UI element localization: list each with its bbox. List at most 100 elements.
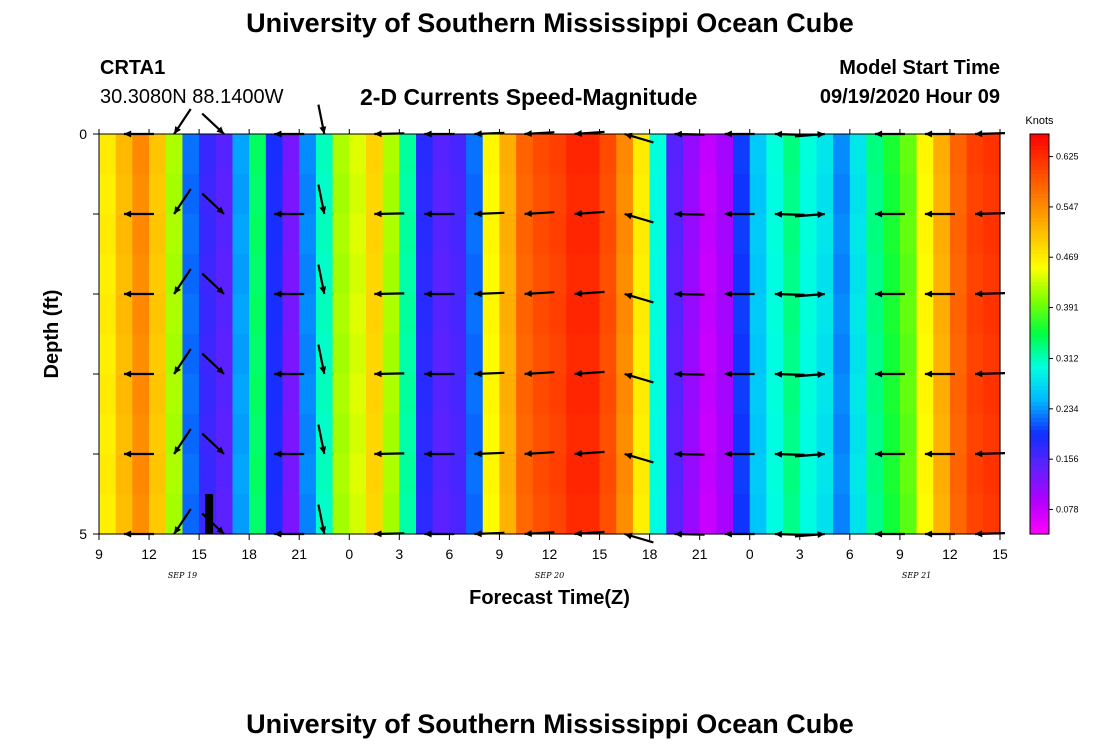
heatmap-cell	[332, 254, 350, 295]
heatmap-cell	[282, 494, 300, 535]
heatmap-cell	[749, 494, 768, 535]
x-tick-label: 15	[191, 546, 207, 562]
heatmap-cell	[899, 414, 918, 455]
heatmap-cell	[499, 454, 517, 495]
heatmap-cell	[482, 254, 501, 295]
heatmap-cell	[983, 374, 1001, 415]
current-arrow-head	[274, 290, 282, 298]
current-arrow-head	[975, 290, 983, 298]
x-tick-label: 0	[345, 546, 353, 562]
heatmap-cell	[716, 374, 734, 415]
heatmap-cell	[566, 294, 584, 335]
heatmap-cell	[933, 414, 951, 455]
heatmap-cell	[883, 374, 901, 415]
heatmap-cell	[949, 254, 968, 295]
heatmap-cell	[799, 374, 818, 415]
heatmap-cell	[599, 374, 617, 415]
heatmap-cell	[249, 294, 267, 335]
heatmap-cell	[983, 254, 1001, 295]
heatmap-cell	[499, 254, 517, 295]
heatmap-cell	[649, 414, 667, 455]
heatmap-cell	[282, 414, 300, 455]
current-arrow-head	[474, 450, 482, 458]
current-arrow-head	[216, 126, 225, 134]
heatmap-cell	[916, 134, 934, 175]
colorbar-segment	[1030, 274, 1049, 279]
heatmap-cell	[566, 334, 584, 375]
heatmap-cell	[199, 174, 217, 215]
heatmap-cell	[966, 494, 984, 535]
heatmap-cell	[99, 334, 117, 375]
colorbar-segment	[1030, 446, 1049, 451]
heatmap-cell	[833, 134, 851, 175]
heatmap-cell	[949, 414, 968, 455]
heatmap-cell	[949, 134, 968, 175]
current-arrow-head	[524, 450, 532, 457]
heatmap-cell	[299, 454, 317, 495]
heatmap-cell	[866, 174, 884, 215]
heatmap-cell	[449, 414, 467, 455]
current-arrow-head	[674, 370, 682, 378]
colorbar-segment	[1030, 134, 1049, 139]
current-arrow-head	[624, 292, 633, 300]
colorbar-segment	[1030, 182, 1049, 187]
heatmap-cell	[833, 374, 851, 415]
heatmap-cell	[532, 294, 551, 335]
heatmap-cell	[149, 454, 167, 495]
heatmap-cell	[165, 374, 184, 415]
colorbar-segment	[1030, 158, 1049, 163]
heatmap-cell	[866, 214, 884, 255]
heatmap-cell	[549, 414, 567, 455]
heatmap-cell	[582, 294, 601, 335]
colorbar-segment	[1030, 526, 1049, 531]
heatmap-cell	[966, 334, 984, 375]
colorbar-segment	[1030, 314, 1049, 319]
heatmap-cell	[582, 454, 601, 495]
heatmap-cell	[349, 454, 367, 495]
x-tick-label: 0	[746, 546, 754, 562]
heatmap-cell	[649, 374, 667, 415]
heatmap-cell	[866, 494, 884, 535]
heatmap-cell	[833, 174, 851, 215]
heatmap-cell	[716, 414, 734, 455]
colorbar-segment	[1030, 366, 1049, 371]
colorbar-segment	[1030, 150, 1049, 155]
x-tick-label: 21	[291, 546, 307, 562]
heatmap-cell	[115, 214, 133, 255]
heatmap-cell	[916, 414, 934, 455]
heatmap-cell	[115, 494, 133, 535]
colorbar-segment	[1030, 474, 1049, 479]
heatmap-cell	[432, 254, 450, 295]
bottom-title: University of Southern Mississippi Ocean…	[246, 709, 854, 739]
heatmap-cell	[532, 174, 551, 215]
heatmap-cell	[733, 134, 751, 175]
current-arrow-head	[319, 526, 327, 534]
heatmap-cell	[566, 494, 584, 535]
heatmap-cell	[516, 454, 534, 495]
current-arrow-head	[424, 370, 432, 378]
model-start-value: 09/19/2020 Hour 09	[819, 86, 1000, 108]
heatmap-cell	[866, 134, 884, 175]
heatmap-cell	[99, 414, 117, 455]
current-arrow-head	[874, 210, 883, 218]
current-arrow-head	[874, 290, 883, 298]
heatmap-cell	[382, 414, 400, 455]
colorbar-segment	[1030, 450, 1049, 455]
heatmap-cell	[282, 214, 300, 255]
current-time-marker	[205, 494, 214, 534]
heatmap-cell	[215, 374, 234, 415]
current-arrow-head	[724, 210, 732, 218]
heatmap-cell	[682, 174, 701, 215]
heatmap-cell	[499, 174, 517, 215]
colorbar-segment	[1030, 330, 1049, 335]
heatmap-cell	[215, 294, 234, 335]
heatmap-cell	[616, 494, 634, 535]
colorbar-segment	[1030, 318, 1049, 323]
heatmap-cell	[532, 134, 551, 175]
heatmap-cell	[115, 454, 133, 495]
heatmap-cell	[566, 254, 584, 295]
colorbar-segment	[1030, 342, 1049, 347]
heatmap-cell	[616, 374, 634, 415]
heatmap-cell	[766, 134, 784, 175]
heatmap-cell	[416, 414, 434, 455]
